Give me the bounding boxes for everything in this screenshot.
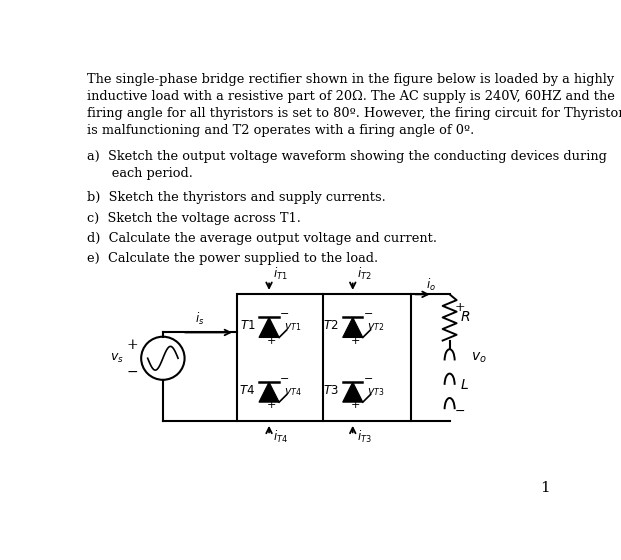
Text: e)  Calculate the power supplied to the load.: e) Calculate the power supplied to the l… xyxy=(87,253,378,265)
Text: $-$: $-$ xyxy=(363,307,373,317)
Text: +: + xyxy=(350,335,360,346)
Text: $i_s$: $i_s$ xyxy=(195,311,204,327)
Text: +: + xyxy=(350,400,360,410)
Text: d)  Calculate the average output voltage and current.: d) Calculate the average output voltage … xyxy=(87,232,437,245)
Text: $T3$: $T3$ xyxy=(323,384,339,397)
Text: 1: 1 xyxy=(541,480,550,494)
Text: b)  Sketch the thyristors and supply currents.: b) Sketch the thyristors and supply curr… xyxy=(87,191,386,204)
Text: $v_{T4}$: $v_{T4}$ xyxy=(284,386,302,398)
Text: $v_o$: $v_o$ xyxy=(471,351,487,365)
Text: $v_{T2}$: $v_{T2}$ xyxy=(368,321,385,333)
Text: c)  Sketch the voltage across T1.: c) Sketch the voltage across T1. xyxy=(87,212,301,225)
Text: $i_{T2}$: $i_{T2}$ xyxy=(356,265,371,282)
Text: $i_{T4}$: $i_{T4}$ xyxy=(273,428,288,445)
Polygon shape xyxy=(259,318,279,338)
Polygon shape xyxy=(259,382,279,402)
Text: $-$: $-$ xyxy=(279,307,289,317)
Text: +: + xyxy=(126,338,138,352)
Text: $L$: $L$ xyxy=(460,378,469,392)
Text: $T4$: $T4$ xyxy=(239,384,255,397)
Text: $R$: $R$ xyxy=(460,310,470,324)
Text: a)  Sketch the output voltage waveform showing the conducting devices during
   : a) Sketch the output voltage waveform sh… xyxy=(87,151,607,180)
Text: +: + xyxy=(455,301,465,314)
Text: +: + xyxy=(266,400,276,410)
Text: $i_o$: $i_o$ xyxy=(427,277,437,293)
Polygon shape xyxy=(343,382,363,402)
Text: $T1$: $T1$ xyxy=(240,319,255,333)
Text: $v_{T3}$: $v_{T3}$ xyxy=(368,386,385,398)
Text: $i_{T3}$: $i_{T3}$ xyxy=(356,428,371,445)
Polygon shape xyxy=(343,318,363,338)
Text: $-$: $-$ xyxy=(126,364,138,378)
Text: $v_{T1}$: $v_{T1}$ xyxy=(284,321,301,333)
Text: $-$: $-$ xyxy=(279,372,289,382)
Text: $-$: $-$ xyxy=(363,372,373,382)
Text: +: + xyxy=(266,335,276,346)
Text: The single-phase bridge rectifier shown in the figure below is loaded by a highl: The single-phase bridge rectifier shown … xyxy=(87,73,621,137)
Text: $v_s$: $v_s$ xyxy=(111,352,124,365)
Text: $T2$: $T2$ xyxy=(324,319,339,333)
Text: $i_{T1}$: $i_{T1}$ xyxy=(273,265,288,282)
Text: $-$: $-$ xyxy=(454,404,465,417)
